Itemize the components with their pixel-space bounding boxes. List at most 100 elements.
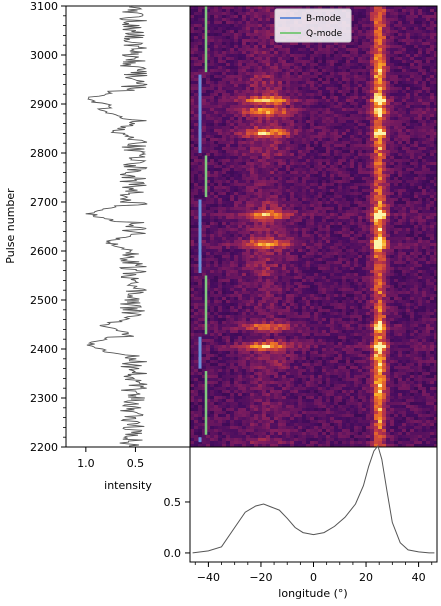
heatmap-cell bbox=[310, 102, 314, 105]
heatmap-cell bbox=[374, 138, 378, 141]
heatmap-cell bbox=[242, 177, 246, 180]
heatmap-cell bbox=[270, 117, 274, 120]
heatmap-cell bbox=[318, 120, 322, 123]
heatmap-cell bbox=[218, 207, 222, 210]
heatmap-cell bbox=[290, 219, 294, 222]
heatmap-cell bbox=[226, 45, 230, 48]
heatmap-cell bbox=[262, 75, 266, 78]
heatmap-cell bbox=[222, 180, 226, 183]
heatmap-cell bbox=[334, 156, 338, 159]
heatmap-cell bbox=[250, 156, 254, 159]
heatmap-cell bbox=[214, 9, 218, 12]
heatmap-cell bbox=[434, 30, 437, 33]
heatmap-cell bbox=[198, 12, 202, 15]
heatmap-cell bbox=[290, 132, 294, 135]
heatmap-cell bbox=[254, 78, 258, 81]
heatmap-cell bbox=[230, 63, 234, 66]
heatmap-cell bbox=[354, 78, 358, 81]
heatmap-cell bbox=[230, 75, 234, 78]
heatmap-cell bbox=[378, 141, 382, 144]
heatmap-cell bbox=[190, 177, 194, 180]
heatmap-cell bbox=[190, 234, 194, 237]
heatmap-cell bbox=[238, 117, 242, 120]
heatmap-cell bbox=[406, 90, 410, 93]
heatmap-cell bbox=[250, 54, 254, 57]
heatmap-cell bbox=[282, 120, 286, 123]
heatmap-cell bbox=[290, 126, 294, 129]
heatmap-cell bbox=[366, 96, 370, 99]
heatmap-cell bbox=[262, 66, 266, 69]
heatmap-cell bbox=[250, 243, 254, 246]
heatmap-cell bbox=[366, 9, 370, 12]
heatmap-cell bbox=[402, 141, 406, 144]
heatmap-cell bbox=[434, 240, 437, 243]
heatmap-cell bbox=[226, 117, 230, 120]
heatmap-cell bbox=[370, 195, 374, 198]
heatmap-cell bbox=[218, 27, 222, 30]
heatmap-cell bbox=[286, 156, 290, 159]
heatmap-cell bbox=[410, 69, 414, 72]
heatmap-cell bbox=[222, 99, 226, 102]
heatmap-cell bbox=[430, 72, 434, 75]
heatmap-cell bbox=[362, 102, 366, 105]
heatmap-cell bbox=[274, 219, 278, 222]
heatmap-cell bbox=[234, 231, 238, 234]
heatmap-cell bbox=[406, 81, 410, 84]
heatmap-cell bbox=[310, 147, 314, 150]
heatmap-cell bbox=[434, 114, 437, 117]
heatmap-cell bbox=[214, 222, 218, 225]
heatmap-cell bbox=[258, 237, 262, 240]
heatmap-cell bbox=[426, 108, 430, 111]
heatmap-cell bbox=[218, 177, 222, 180]
heatmap-cell bbox=[414, 216, 418, 219]
heatmap-cell bbox=[322, 207, 326, 210]
heatmap-cell bbox=[330, 177, 334, 180]
heatmap-cell bbox=[394, 48, 398, 51]
heatmap-cell bbox=[386, 6, 390, 9]
heatmap-cell bbox=[418, 156, 422, 159]
heatmap-cell bbox=[206, 210, 210, 213]
heatmap-cell bbox=[210, 225, 214, 228]
heatmap-cell bbox=[234, 141, 238, 144]
heatmap-cell bbox=[342, 144, 346, 147]
heatmap-cell bbox=[198, 54, 202, 57]
heatmap-cell bbox=[314, 129, 318, 132]
heatmap-cell bbox=[234, 174, 238, 177]
heatmap-cell bbox=[226, 30, 230, 33]
heatmap-cell bbox=[202, 36, 206, 39]
heatmap-cell bbox=[298, 81, 302, 84]
heatmap-cell bbox=[346, 201, 350, 204]
heatmap-cell bbox=[210, 207, 214, 210]
heatmap-cell bbox=[414, 123, 418, 126]
heatmap-cell bbox=[234, 93, 238, 96]
heatmap-cell bbox=[266, 186, 270, 189]
heatmap-cell bbox=[230, 48, 234, 51]
heatmap-cell bbox=[310, 216, 314, 219]
heatmap-cell bbox=[226, 234, 230, 237]
heatmap-cell bbox=[258, 54, 262, 57]
heatmap-cell bbox=[322, 108, 326, 111]
heatmap-cell bbox=[290, 129, 294, 132]
heatmap-cell bbox=[330, 240, 334, 243]
heatmap-cell bbox=[302, 135, 306, 138]
heatmap-cell bbox=[238, 168, 242, 171]
heatmap-cell bbox=[294, 51, 298, 54]
heatmap-cell bbox=[414, 24, 418, 27]
heatmap-cell bbox=[402, 63, 406, 66]
heatmap-cell bbox=[266, 153, 270, 156]
heatmap-cell bbox=[426, 225, 430, 228]
heatmap-cell bbox=[254, 210, 258, 213]
heatmap-cell bbox=[334, 57, 338, 60]
heatmap-cell bbox=[306, 237, 310, 240]
heatmap-cell bbox=[358, 180, 362, 183]
heatmap-cell bbox=[254, 135, 258, 138]
heatmap-cell bbox=[402, 231, 406, 234]
heatmap-cell bbox=[366, 144, 370, 147]
heatmap-cell bbox=[302, 69, 306, 72]
heatmap-cell bbox=[334, 63, 338, 66]
heatmap-cell bbox=[282, 210, 286, 213]
heatmap-cell bbox=[378, 21, 382, 24]
heatmap-cell bbox=[354, 39, 358, 42]
heatmap-cell bbox=[310, 150, 314, 153]
heatmap-cell bbox=[366, 57, 370, 60]
